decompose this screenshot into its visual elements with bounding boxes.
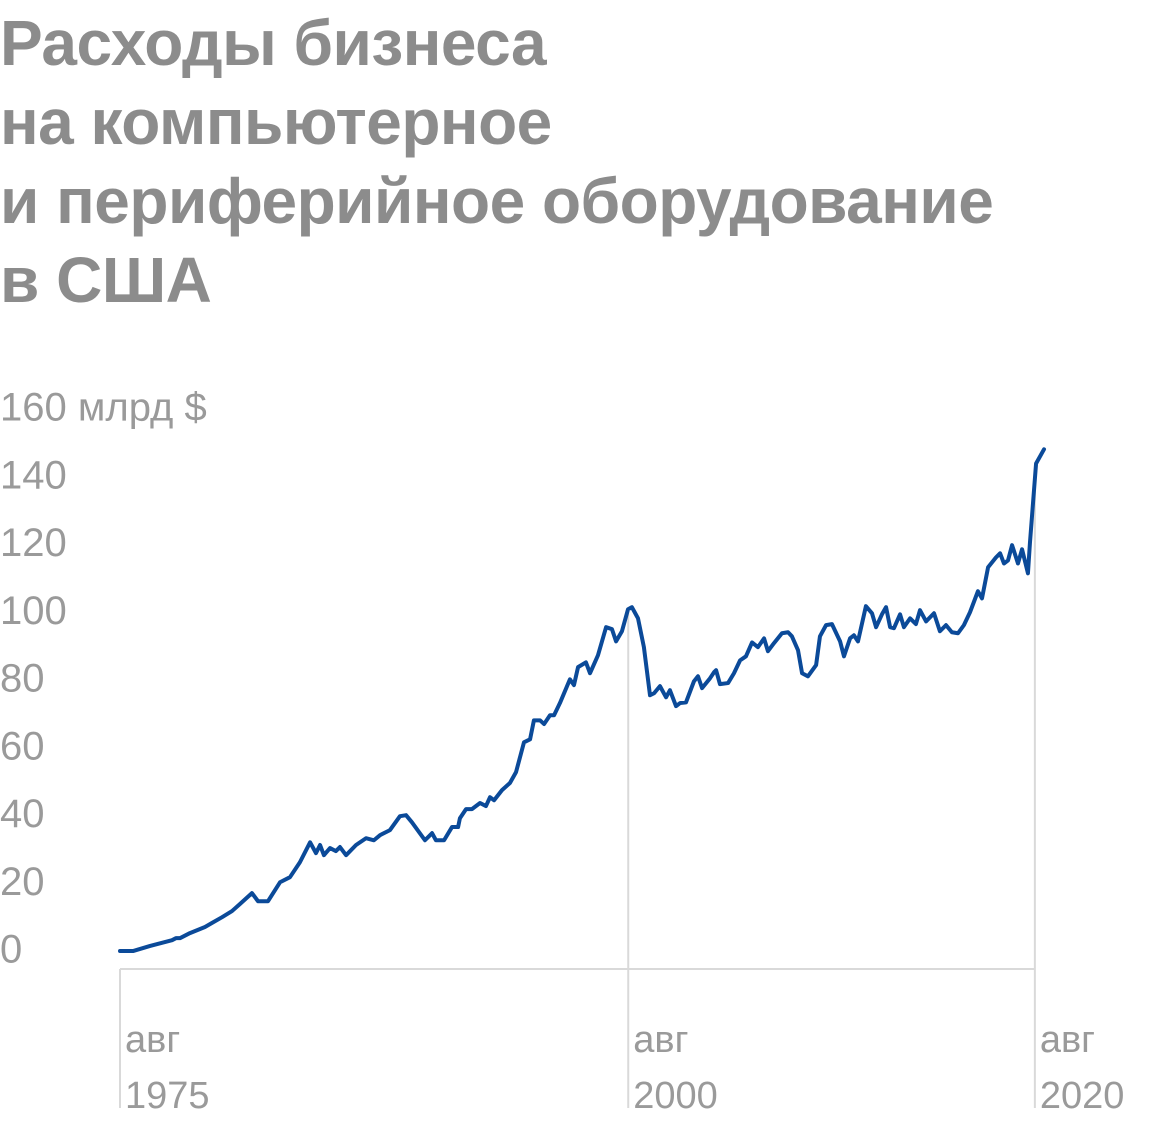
y-tick-label: 80 bbox=[0, 657, 45, 701]
x-tick-label: авг 1975 bbox=[125, 1019, 210, 1117]
y-tick-label: 0 bbox=[0, 928, 22, 972]
y-tick-label: 140 bbox=[0, 453, 67, 497]
chart-title: Расходы бизнеса на компьютерное и перифе… bbox=[0, 7, 994, 316]
y-tick-label: 20 bbox=[0, 860, 45, 904]
y-tick-label: 100 bbox=[0, 589, 67, 633]
y-tick-label: 60 bbox=[0, 724, 45, 768]
x-tick-label: авг 2000 bbox=[633, 1019, 718, 1117]
x-tick-label: авг 2020 bbox=[1039, 1019, 1125, 1117]
y-tick-label: 160 млрд $ bbox=[0, 386, 207, 430]
y-tick-label: 40 bbox=[0, 792, 45, 836]
y-tick-label: 120 bbox=[0, 521, 67, 565]
data-line bbox=[118, 447, 1046, 954]
